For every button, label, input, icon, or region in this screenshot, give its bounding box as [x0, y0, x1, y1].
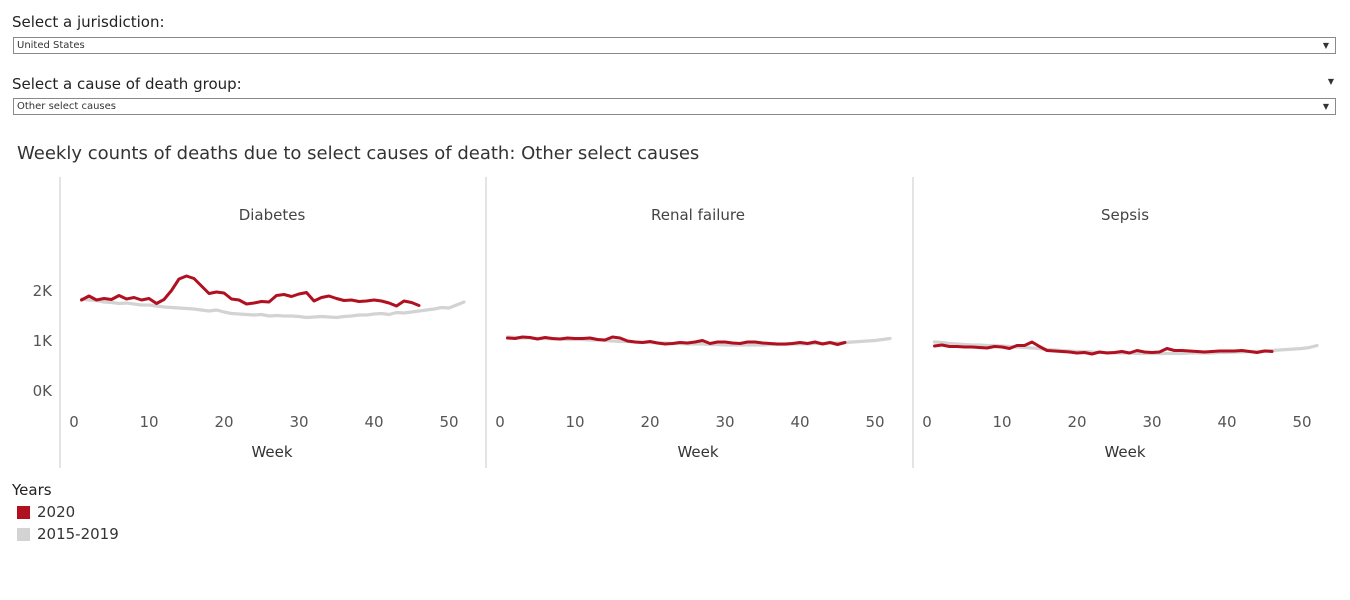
cause-group-select[interactable]: Other select causes ▼ — [13, 98, 1336, 115]
panel-title: Renal failure — [651, 206, 745, 224]
x-axis-label: Week — [1104, 443, 1145, 461]
x-axis-label: Week — [251, 443, 292, 461]
x-tick-label: 30 — [1142, 413, 1161, 431]
legend-label: 2015-2019 — [37, 525, 119, 543]
series-line-2020 — [933, 340, 1274, 356]
x-tick-label: 10 — [139, 413, 158, 431]
jurisdiction-select[interactable]: United States ▼ — [13, 37, 1336, 54]
x-axis-label: Week — [677, 443, 718, 461]
x-tick-label: 50 — [1292, 413, 1311, 431]
series-line-2020 — [80, 274, 421, 308]
x-tick-label: 0 — [69, 413, 79, 431]
series-line-2015-2019 — [79, 297, 466, 320]
legend: Years 2020 2015-2019 — [12, 481, 119, 543]
legend-label: 2020 — [37, 503, 76, 521]
y-tick-label: 1K — [33, 332, 54, 350]
x-tick-label: 30 — [289, 413, 308, 431]
x-tick-label: 30 — [715, 413, 734, 431]
legend-title: Years — [12, 481, 52, 499]
chart-title: Weekly counts of deaths due to select ca… — [17, 143, 700, 164]
x-tick-label: 50 — [865, 413, 884, 431]
legend-item-2015-2019[interactable]: 2015-2019 — [12, 525, 119, 543]
cause-group-label: Select a cause of death group: — [12, 75, 242, 93]
y-tick-label: 2K — [33, 282, 54, 300]
legend-item-2020[interactable]: 2020 — [12, 503, 119, 521]
x-tick-label: 20 — [640, 413, 659, 431]
series-line-2020 — [506, 335, 847, 346]
x-tick-label: 10 — [992, 413, 1011, 431]
x-tick-label: 10 — [565, 413, 584, 431]
x-tick-label: 50 — [439, 413, 458, 431]
x-tick-label: 0 — [495, 413, 505, 431]
y-tick-label: 0K — [33, 382, 54, 400]
x-tick-label: 40 — [364, 413, 383, 431]
x-tick-label: 20 — [1067, 413, 1086, 431]
jurisdiction-label: Select a jurisdiction: — [12, 13, 165, 31]
panel-title: Diabetes — [239, 206, 306, 224]
x-tick-label: 20 — [214, 413, 233, 431]
cause-group-select-value: Other select causes — [17, 101, 116, 112]
x-tick-label: 40 — [1217, 413, 1236, 431]
x-tick-label: 0 — [922, 413, 932, 431]
cause-group-menu-icon[interactable]: ▼ — [1327, 77, 1334, 86]
legend-swatch — [17, 527, 30, 541]
legend-swatch — [17, 505, 30, 519]
panel-title: Sepsis — [1101, 206, 1149, 224]
jurisdiction-select-value: United States — [17, 40, 85, 51]
chevron-down-icon: ▼ — [1322, 102, 1329, 111]
x-tick-label: 40 — [790, 413, 809, 431]
chevron-down-icon: ▼ — [1322, 41, 1329, 50]
